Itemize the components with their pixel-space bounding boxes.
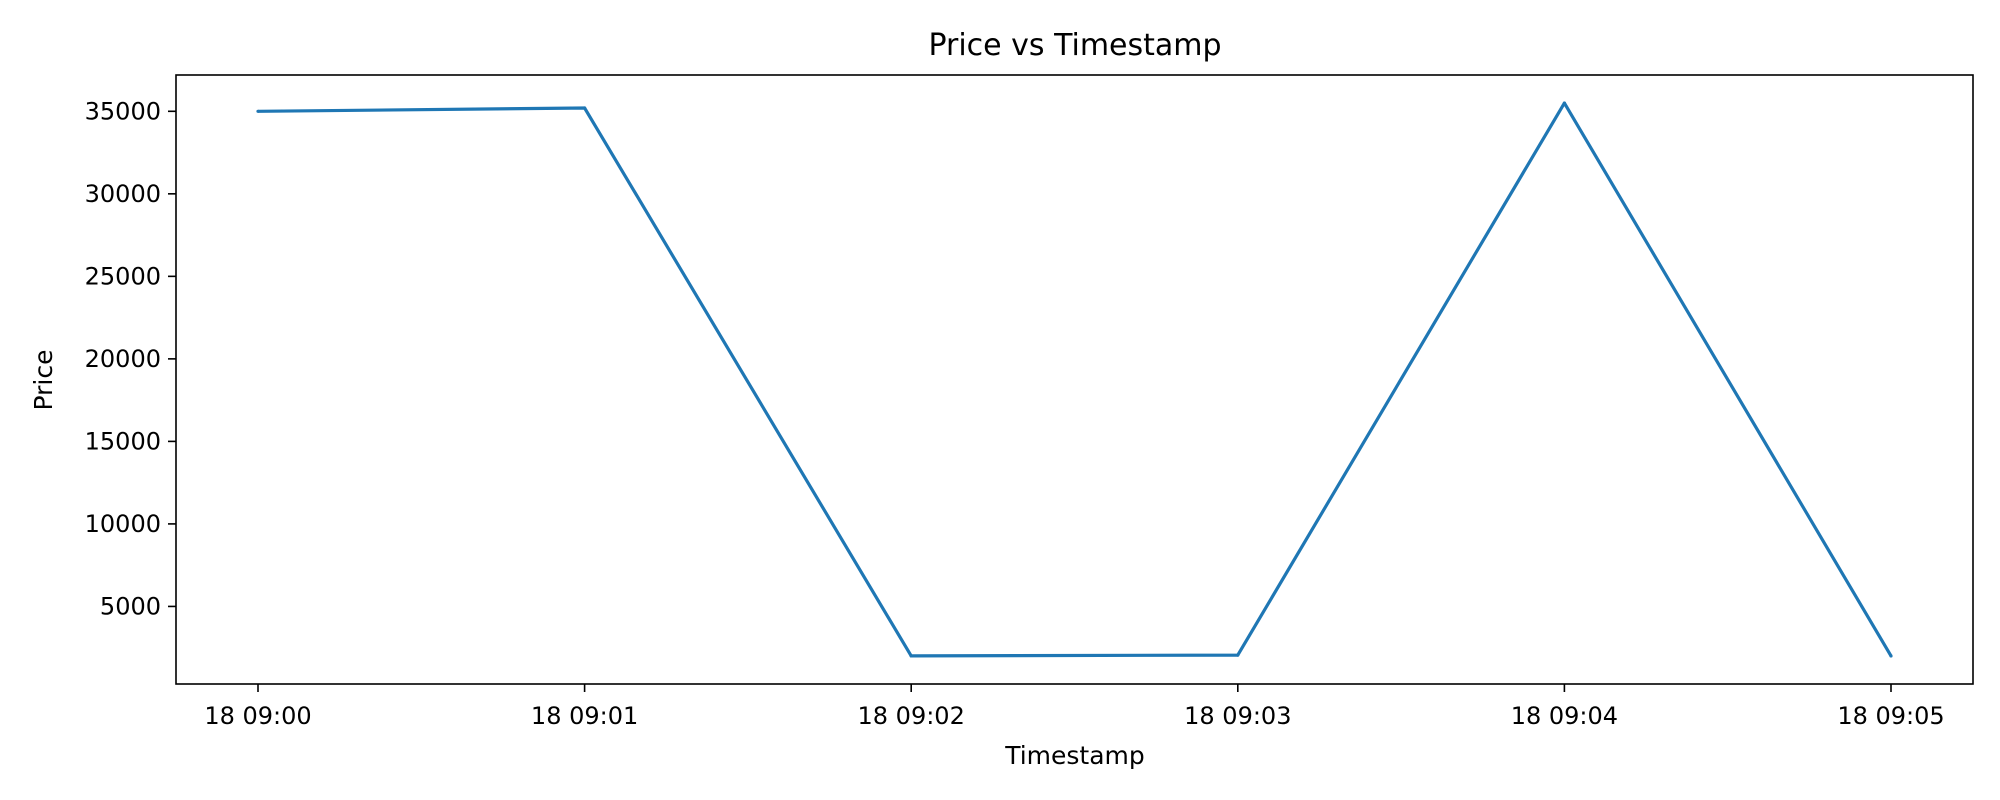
- y-axis-ticks: 5000 10000 15000 20000 25000 30000 35000: [85, 97, 176, 620]
- x-tick-label: 18 09:04: [1511, 702, 1618, 730]
- series-line: [257, 101, 1893, 658]
- y-tick-label: 15000: [85, 427, 161, 455]
- y-tick-label: 25000: [85, 262, 161, 290]
- chart-title: Price vs Timestamp: [928, 28, 1221, 63]
- x-tick-label: 18 09:05: [1837, 702, 1944, 730]
- y-tick-label: 20000: [85, 345, 161, 373]
- x-tick-label: 18 09:00: [204, 702, 311, 730]
- x-tick-label: 18 09:02: [858, 702, 965, 730]
- y-tick-label: 10000: [85, 510, 161, 538]
- data-point: [1889, 654, 1893, 658]
- x-tick-label: 18 09:01: [531, 702, 638, 730]
- data-point: [909, 654, 913, 658]
- plot-area-frame: [175, 74, 1974, 685]
- x-axis-ticks: 18 09:00 18 09:01 18 09:02 18 09:03 18 09:04…: [204, 684, 1945, 730]
- data-point: [583, 106, 587, 110]
- y-axis-title: Price: [29, 350, 58, 411]
- x-axis-title: Timestamp: [1004, 741, 1145, 770]
- x-tick-label: 18 09:03: [1184, 702, 1291, 730]
- y-tick-label: 30000: [85, 180, 161, 208]
- series-group: [256, 101, 1893, 658]
- data-point: [1236, 653, 1240, 657]
- data-point: [256, 109, 260, 113]
- data-point: [1562, 101, 1566, 105]
- y-tick-label: 35000: [85, 97, 161, 125]
- y-tick-label: 5000: [100, 592, 161, 620]
